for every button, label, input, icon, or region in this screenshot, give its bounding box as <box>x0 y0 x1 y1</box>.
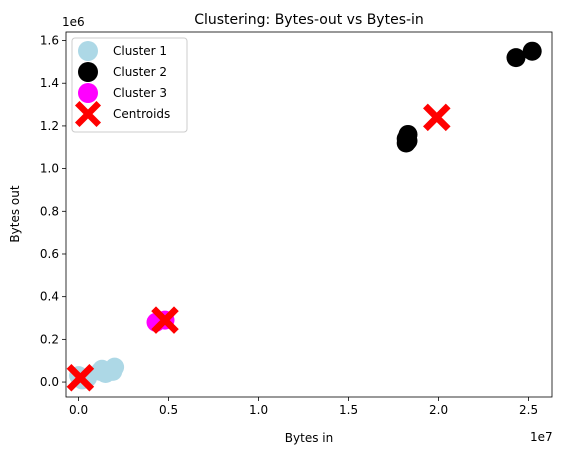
y-tick-label: 0.0 <box>40 375 59 389</box>
y-axis-label: Bytes out <box>8 185 22 242</box>
centroid-marker <box>66 364 95 392</box>
x-tick-label: 2.5 <box>519 403 538 417</box>
centroid-marker <box>423 103 451 132</box>
legend-marker <box>74 100 102 128</box>
y-offset-label: 1e6 <box>62 15 85 29</box>
x-tick-label: 2.0 <box>429 403 448 417</box>
y-tick-label: 0.4 <box>40 290 59 304</box>
cluster-1-point <box>105 357 125 377</box>
x-offset-label: 1e7 <box>530 430 553 444</box>
plot-marks <box>66 41 542 392</box>
x-tick-label: 0.5 <box>159 403 178 417</box>
legend-label: Cluster 1 <box>113 44 167 58</box>
legend-marker <box>78 62 98 82</box>
y-tick-label: 1.2 <box>40 119 59 133</box>
legend-marker <box>78 83 98 103</box>
cluster-2-point <box>398 131 418 151</box>
cluster-2-point <box>522 41 542 61</box>
y-tick-label: 1.6 <box>40 34 59 48</box>
axes: 0.0 0.5 1.0 1.5 2.0 2.5 0.0 0.2 0.4 0.6 0.8 1.0 1.2 1… <box>40 31 553 417</box>
legend-label: Cluster 3 <box>113 86 167 100</box>
plot-frame <box>65 31 553 398</box>
legend: Cluster 1 Cluster 2 Cluster 3 Centroids <box>71 37 188 133</box>
legend-label: Centroids <box>113 107 170 121</box>
y-tick-label: 0.6 <box>40 247 59 261</box>
legend-box <box>71 37 188 133</box>
x-tick-label: 0.0 <box>69 403 88 417</box>
x-tick-label: 1.5 <box>339 403 358 417</box>
legend-marker <box>78 41 98 61</box>
centroid-marker <box>151 306 179 334</box>
y-tick-label: 1.0 <box>40 162 59 176</box>
cluster-2-point <box>506 48 526 68</box>
y-tick-label: 0.2 <box>40 332 59 346</box>
y-tick-label: 1.4 <box>40 76 59 90</box>
chart-title: Clustering: Bytes-out vs Bytes-in <box>194 12 424 28</box>
x-axis-label: Bytes in <box>285 431 333 445</box>
legend-label: Cluster 2 <box>113 65 167 79</box>
y-tick-label: 0.8 <box>40 204 59 218</box>
x-tick-label: 1.0 <box>249 403 268 417</box>
